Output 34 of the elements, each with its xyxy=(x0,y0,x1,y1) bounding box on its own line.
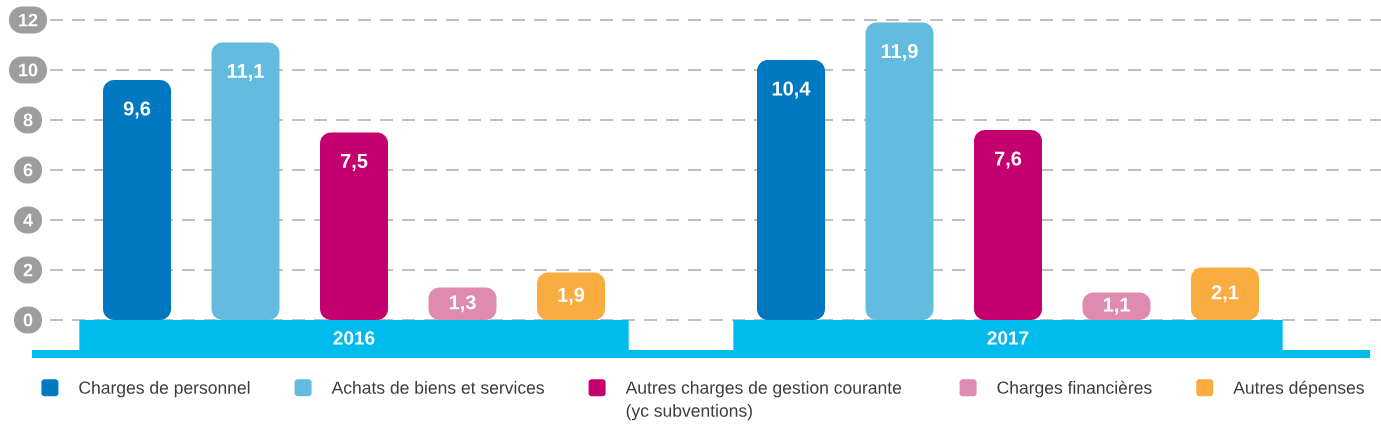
y-tick-label: 8 xyxy=(23,113,33,127)
bar xyxy=(1082,292,1151,320)
data-label: 1,9 xyxy=(558,287,585,305)
y-tick-label: 0 xyxy=(23,313,33,327)
data-label: 1,3 xyxy=(449,295,476,313)
bar xyxy=(428,287,497,320)
bar xyxy=(865,22,934,320)
data-label: 11,9 xyxy=(881,43,918,62)
bar xyxy=(211,42,280,320)
data-label: 7,6 xyxy=(994,151,1022,169)
data-label: 10,4 xyxy=(772,81,811,99)
legend-label: Autres charges de gestion courante (yc subventions) xyxy=(625,381,902,421)
legend-label: Autres dépenses xyxy=(1233,380,1364,398)
data-label: 11,1 xyxy=(227,64,264,81)
legend-label: Charges de personnel xyxy=(79,381,250,398)
data-label: 1,1 xyxy=(1103,297,1130,315)
bar xyxy=(103,79,172,320)
y-tick-label: 10 xyxy=(19,63,38,77)
bar xyxy=(974,129,1042,320)
x-tick-label: 2017 xyxy=(987,331,1029,345)
y-tick-label: 2 xyxy=(23,263,33,277)
x-tick-label: 2016 xyxy=(333,331,375,345)
data-label: 2,1 xyxy=(1211,285,1239,303)
y-tick-label: 6 xyxy=(23,163,33,177)
y-tick-label: 4 xyxy=(23,213,33,227)
bar xyxy=(1191,267,1259,320)
data-label: 7,5 xyxy=(340,154,368,171)
bar xyxy=(320,132,389,320)
bar xyxy=(537,272,606,320)
legend-label: Achats de biens et services xyxy=(331,381,544,394)
y-tick-label: 12 xyxy=(19,13,38,27)
bar xyxy=(757,59,825,320)
data-label: 9,6 xyxy=(123,101,151,119)
legend-label: Charges financières xyxy=(997,380,1152,398)
